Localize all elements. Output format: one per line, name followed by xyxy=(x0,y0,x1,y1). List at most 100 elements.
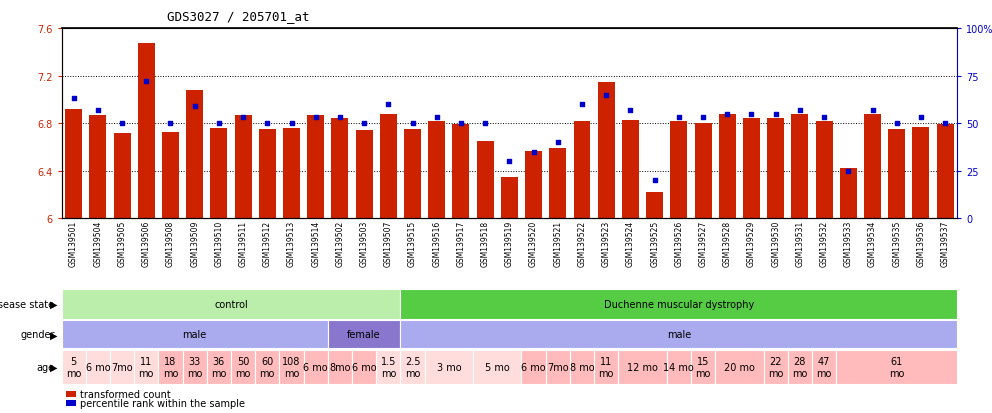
Text: 5
mo: 5 mo xyxy=(65,356,81,378)
Bar xyxy=(743,119,760,219)
Point xyxy=(719,111,735,118)
Text: 50
mo: 50 mo xyxy=(235,356,251,378)
Point xyxy=(429,115,444,121)
Point xyxy=(840,168,856,175)
Bar xyxy=(210,128,227,219)
Bar xyxy=(380,114,397,219)
Point xyxy=(792,107,807,114)
Bar xyxy=(598,82,615,219)
Point xyxy=(623,107,639,114)
Text: male: male xyxy=(667,330,691,339)
Bar xyxy=(840,169,857,219)
Text: gender: gender xyxy=(20,330,55,339)
Bar xyxy=(89,116,106,219)
Point xyxy=(913,115,929,121)
Point xyxy=(768,111,784,118)
Bar xyxy=(283,128,300,219)
Text: transformed count: transformed count xyxy=(80,389,171,399)
Point xyxy=(598,92,614,99)
Text: age: age xyxy=(37,362,55,372)
Text: 8 mo: 8 mo xyxy=(569,362,594,372)
Bar xyxy=(501,177,518,219)
Text: 6 mo: 6 mo xyxy=(352,362,376,372)
Text: 6 mo: 6 mo xyxy=(85,362,110,372)
Text: male: male xyxy=(183,330,206,339)
Point xyxy=(380,102,396,108)
Text: control: control xyxy=(214,299,248,309)
Text: 15
mo: 15 mo xyxy=(695,356,710,378)
Bar xyxy=(404,130,421,219)
Bar xyxy=(429,121,445,219)
Point xyxy=(235,115,251,121)
Text: ▶: ▶ xyxy=(50,362,58,372)
Point xyxy=(138,79,154,85)
Text: ▶: ▶ xyxy=(50,299,58,309)
Text: female: female xyxy=(347,330,381,339)
Text: 3 mo: 3 mo xyxy=(436,362,461,372)
Bar xyxy=(792,114,808,219)
Point xyxy=(671,115,686,121)
Bar xyxy=(694,124,711,219)
Bar xyxy=(186,90,203,219)
Bar xyxy=(113,133,131,219)
Point xyxy=(477,121,493,127)
Point xyxy=(90,107,106,114)
Bar xyxy=(331,119,348,219)
Text: percentile rank within the sample: percentile rank within the sample xyxy=(80,398,245,408)
Point xyxy=(744,111,760,118)
Bar xyxy=(671,121,687,219)
Point xyxy=(259,121,275,127)
Bar xyxy=(888,130,906,219)
Text: GDS3027 / 205701_at: GDS3027 / 205701_at xyxy=(167,10,310,23)
Bar xyxy=(138,44,155,219)
Text: 8mo: 8mo xyxy=(329,362,350,372)
Text: 1.5
mo: 1.5 mo xyxy=(381,356,396,378)
Point xyxy=(695,115,711,121)
Text: 2.5
mo: 2.5 mo xyxy=(405,356,421,378)
Bar xyxy=(452,125,469,219)
Text: 61
mo: 61 mo xyxy=(889,356,905,378)
Bar xyxy=(525,151,542,219)
Text: 6 mo: 6 mo xyxy=(304,362,328,372)
Text: 60
mo: 60 mo xyxy=(260,356,275,378)
Text: ▶: ▶ xyxy=(50,330,58,339)
Text: 108
mo: 108 mo xyxy=(283,356,301,378)
Text: Duchenne muscular dystrophy: Duchenne muscular dystrophy xyxy=(604,299,754,309)
Text: 7mo: 7mo xyxy=(111,362,133,372)
Text: 7mo: 7mo xyxy=(547,362,568,372)
Text: 36
mo: 36 mo xyxy=(211,356,226,378)
Text: 14 mo: 14 mo xyxy=(664,362,694,372)
Point xyxy=(453,121,469,127)
Point xyxy=(889,121,905,127)
Point xyxy=(405,121,421,127)
Point xyxy=(865,107,881,114)
Text: 28
mo: 28 mo xyxy=(793,356,807,378)
Bar xyxy=(259,130,276,219)
Bar xyxy=(622,120,639,219)
Bar xyxy=(308,116,324,219)
Bar xyxy=(936,125,953,219)
Text: 33
mo: 33 mo xyxy=(186,356,202,378)
Point xyxy=(114,121,130,127)
Point xyxy=(501,159,518,165)
Text: disease state: disease state xyxy=(0,299,55,309)
Bar xyxy=(234,116,252,219)
Point xyxy=(647,178,663,184)
Text: 5 mo: 5 mo xyxy=(485,362,510,372)
Text: 12 mo: 12 mo xyxy=(627,362,658,372)
Point xyxy=(163,121,179,127)
Bar xyxy=(573,121,590,219)
Text: 6 mo: 6 mo xyxy=(521,362,546,372)
Text: 47
mo: 47 mo xyxy=(816,356,832,378)
Text: 20 mo: 20 mo xyxy=(724,362,755,372)
Point xyxy=(308,115,323,121)
Point xyxy=(332,115,348,121)
Point xyxy=(550,140,565,146)
Text: 22
mo: 22 mo xyxy=(768,356,784,378)
Bar xyxy=(913,128,930,219)
Text: 18
mo: 18 mo xyxy=(163,356,179,378)
Point xyxy=(186,104,202,110)
Bar xyxy=(162,132,179,219)
Bar xyxy=(477,142,494,219)
Point xyxy=(211,121,227,127)
